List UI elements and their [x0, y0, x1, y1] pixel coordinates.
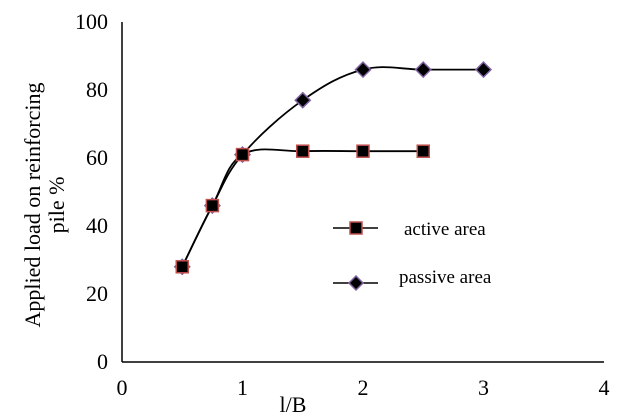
y-tick-label: 20 — [86, 281, 108, 306]
y-tick-label: 80 — [86, 77, 108, 102]
x-tick-label: 4 — [599, 375, 610, 400]
x-tick-label: 1 — [237, 375, 248, 400]
series-layer — [173, 61, 493, 276]
legend-passive-marker — [347, 274, 365, 292]
y-tick-label: 60 — [86, 145, 108, 170]
data-point-diamond — [354, 61, 372, 79]
x-axis-title: l/B — [280, 392, 307, 416]
y-axis-title: Applied load on reinforcing pile % — [20, 83, 69, 328]
data-point-square — [356, 144, 370, 158]
data-point-square — [205, 198, 220, 213]
data-point-square — [175, 260, 189, 274]
series-active-area — [175, 144, 430, 274]
data-point-square — [416, 144, 430, 158]
y-tick-label: 100 — [75, 9, 108, 34]
x-tick-label: 0 — [117, 375, 128, 400]
legend-item-active: active area — [333, 219, 486, 240]
data-point-diamond — [294, 91, 312, 109]
data-point-diamond — [474, 61, 493, 79]
y-tick-label: 40 — [86, 213, 108, 238]
legend-passive-label: passive area — [399, 267, 492, 288]
legend-active-marker — [349, 221, 363, 235]
data-point-square — [235, 147, 250, 162]
y-axis-title-line1: Applied load on reinforcing — [20, 83, 45, 328]
legend-active-label: active area — [404, 219, 486, 240]
data-point-square — [296, 144, 310, 158]
y-tick-label: 0 — [97, 349, 108, 374]
x-tick-label: 2 — [358, 375, 369, 400]
series-passive-area — [173, 61, 493, 276]
y-axis-title-line2: pile % — [44, 177, 69, 234]
data-point-diamond — [414, 61, 432, 79]
legend-item-passive: passive area — [333, 267, 492, 292]
axes — [121, 22, 604, 363]
x-tick-label: 3 — [478, 375, 489, 400]
legend: active area passive area — [333, 219, 492, 292]
